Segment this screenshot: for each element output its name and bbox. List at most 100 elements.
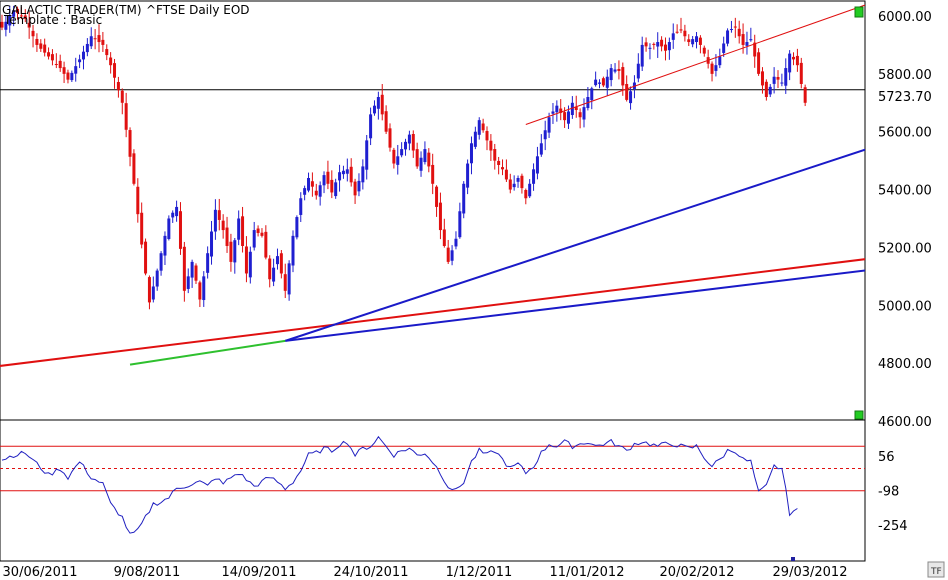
- candle: [341, 165, 345, 179]
- candle: [113, 58, 117, 89]
- date-axis-tick: 24/10/2011: [334, 565, 409, 580]
- oscillator-axis-tick: -98: [878, 484, 899, 499]
- candle: [644, 37, 648, 52]
- candle: [74, 57, 78, 82]
- candle: [702, 45, 706, 57]
- price-axis-tick: 6000.00: [878, 10, 932, 25]
- candle: [757, 48, 761, 76]
- date-axis-tick: 11/01/2012: [550, 565, 625, 580]
- candle: [338, 164, 342, 192]
- candle: [764, 79, 768, 101]
- panel-resize-handle-top[interactable]: [854, 6, 864, 18]
- candle: [287, 260, 291, 301]
- candle: [698, 35, 702, 54]
- candle: [380, 83, 384, 121]
- candle: [295, 215, 299, 240]
- candle: [299, 192, 303, 223]
- candle: [314, 183, 318, 200]
- candle: [652, 42, 656, 50]
- candle: [136, 178, 140, 223]
- candle: [279, 249, 283, 279]
- candle: [58, 54, 62, 72]
- candle: [601, 76, 605, 88]
- timeframe-button[interactable]: TF: [927, 561, 945, 578]
- candle: [50, 49, 54, 66]
- instrument-label: ^FTSE Daily EOD: [146, 3, 250, 17]
- candle: [392, 147, 396, 169]
- panel-resize-handle-bottom[interactable]: [854, 410, 864, 420]
- candle: [396, 144, 400, 175]
- trendline: [0, 258, 865, 367]
- candle: [186, 268, 190, 294]
- candle: [54, 53, 58, 69]
- candle: [78, 54, 82, 69]
- candle: [667, 37, 671, 60]
- candle: [194, 263, 198, 285]
- template-label: Template : Basic: [3, 13, 102, 27]
- candle: [803, 84, 807, 107]
- candle: [260, 228, 264, 238]
- candle: [85, 38, 89, 57]
- candle: [636, 53, 640, 83]
- timeframe-button-label: TF: [930, 567, 942, 577]
- candle: [532, 163, 536, 191]
- candle: [372, 100, 376, 116]
- candle: [590, 86, 594, 110]
- candle: [431, 153, 435, 195]
- candle: [547, 112, 551, 138]
- price-axis-tick: 5000.00: [878, 299, 932, 314]
- candle: [349, 158, 353, 187]
- candle: [737, 20, 741, 44]
- candle: [640, 36, 644, 71]
- candle: [291, 230, 295, 273]
- price-axis-tick: 5800.00: [878, 68, 932, 83]
- trendline: [129, 339, 286, 366]
- candle: [691, 36, 695, 48]
- candle: [318, 181, 322, 206]
- candle: [446, 239, 450, 264]
- candle: [555, 100, 559, 122]
- candle: [407, 130, 411, 151]
- candle: [268, 255, 272, 288]
- candle: [671, 23, 675, 49]
- candle: [400, 142, 404, 158]
- candle: [578, 108, 582, 129]
- candle: [256, 225, 260, 237]
- candle: [27, 11, 31, 39]
- candle: [272, 258, 276, 287]
- candle: [450, 245, 454, 266]
- candle: [772, 67, 776, 94]
- candle: [4, 15, 8, 37]
- candle: [477, 117, 481, 140]
- candle: [609, 64, 613, 87]
- candle: [303, 185, 307, 201]
- candle: [248, 246, 252, 284]
- candle: [427, 148, 431, 173]
- candle: [656, 32, 660, 58]
- candle: [0, 14, 4, 31]
- candle: [718, 48, 722, 69]
- candle: [508, 173, 512, 194]
- candle: [190, 259, 194, 288]
- candle: [155, 268, 159, 291]
- candle: [97, 24, 101, 53]
- candle: [283, 263, 287, 299]
- candle: [648, 43, 652, 60]
- candle: [198, 280, 202, 308]
- candle: [415, 142, 419, 169]
- candle: [520, 173, 524, 194]
- candle: [225, 216, 229, 253]
- candle: [799, 57, 803, 89]
- candle: [497, 156, 501, 175]
- candle: [617, 60, 621, 80]
- candle: [749, 27, 753, 42]
- candle: [217, 198, 221, 231]
- candle: [768, 84, 772, 98]
- candle: [792, 52, 796, 66]
- oscillator-axis-tick: 56: [878, 450, 895, 465]
- candle: [124, 92, 128, 138]
- candle: [101, 31, 105, 52]
- candle: [598, 79, 602, 89]
- candle: [31, 24, 35, 48]
